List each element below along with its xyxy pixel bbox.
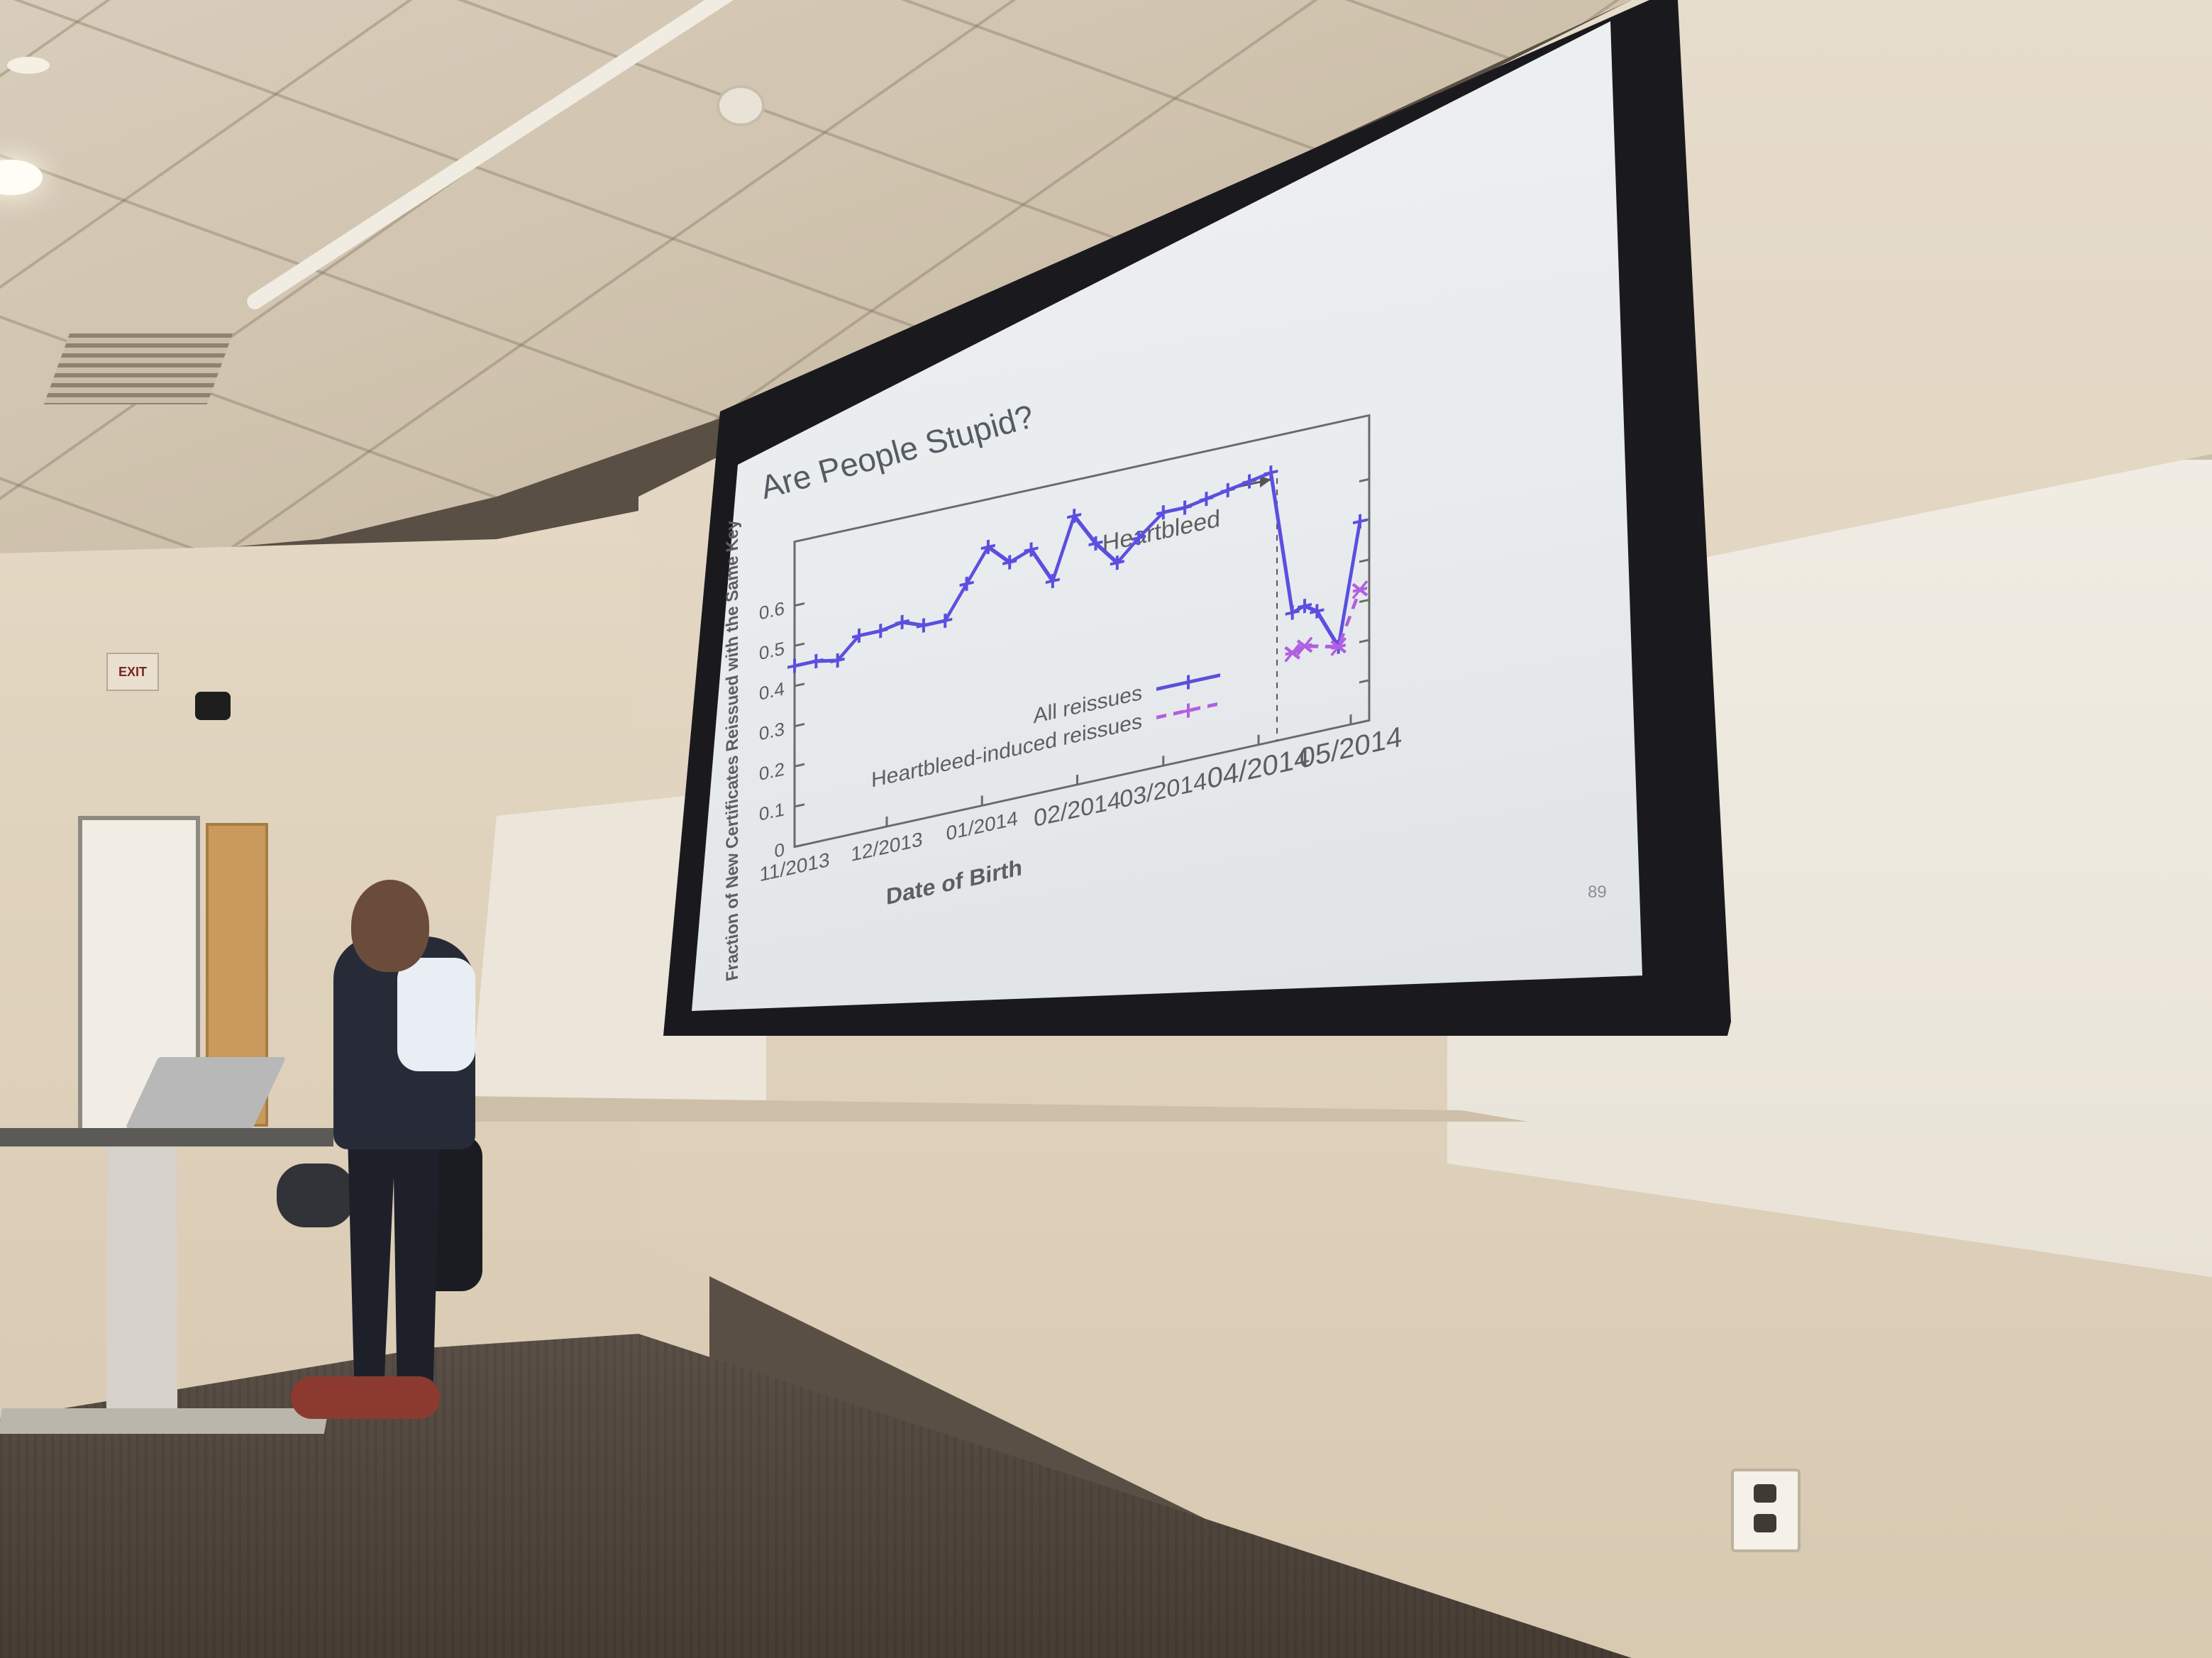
y-tick-label: 0 [775,839,785,862]
data-point [1110,555,1124,570]
y-tick-label: 0.5 [759,638,785,665]
x-tick-label: 01/2014 [946,807,1018,846]
y-tick [795,642,804,647]
lectern-leg [106,1146,177,1430]
y-tick [795,763,804,768]
series-line-heartbleed-induced [1291,589,1362,655]
data-point [1199,491,1214,507]
data-point [1045,573,1060,589]
ceiling-light [7,57,50,74]
legend-marker [1181,703,1195,718]
data-point [1088,536,1103,551]
x-tick-label: 04/2014 [1207,740,1310,795]
y-tick [795,723,804,728]
data-point [873,623,888,639]
data-point [1310,604,1325,619]
y-tick [795,602,804,607]
power-outlet [1731,1469,1801,1552]
x-tick-label: 02/2014 [1034,787,1121,833]
x-tick-label: 11/2013 [759,849,829,886]
presenter-head [351,880,429,972]
y-tick [795,844,804,849]
x-tick-label: 05/2014 [1300,720,1403,775]
data-point [1351,580,1368,599]
y-tick-label: 0.2 [759,758,785,785]
presenter-shoes [291,1376,440,1419]
data-point [851,628,866,643]
slide-page-number: 89 [1588,883,1607,902]
data-point [895,614,909,630]
lectern-base [0,1408,329,1434]
y-tick-label: 0.1 [759,798,785,825]
data-point [1132,530,1146,546]
y-tick-label: 0.3 [759,718,785,745]
y-axis-label: Fraction of New Certificates Reissued wi… [723,518,742,983]
y-tick [1359,719,1369,724]
y-tick [795,803,804,808]
data-point [1024,542,1039,557]
x-tick-label: 03/2014 [1119,768,1207,814]
data-point [1242,474,1257,490]
plot-frame [793,414,1371,849]
data-point [1156,504,1171,520]
data-point [980,539,995,555]
data-point [1296,636,1313,656]
data-point [1178,500,1193,516]
y-tick-label: 0.6 [759,597,785,624]
office-chair [277,1164,355,1227]
data-point [1353,514,1368,529]
lectern-desk [0,1128,333,1146]
y-tick [1359,639,1369,643]
data-point [1263,465,1278,480]
heartbleed-arrowhead [1260,476,1272,488]
ceiling-sprinkler [717,85,765,126]
x-axis-label: Date of Birth [886,854,1022,910]
data-point [1284,643,1301,663]
data-point [938,613,953,629]
data-point [1220,482,1235,498]
data-point [1330,637,1347,656]
series-line-all-reissues [795,470,1362,668]
y-tick [1359,477,1369,482]
y-tick-label: 0.4 [759,678,785,704]
data-point [959,576,974,592]
data-point [1298,598,1312,614]
data-point [809,653,824,669]
legend-swatch [1156,702,1220,719]
data-point [1285,605,1300,620]
exit-sign: EXIT [106,653,159,691]
legend-marker [1181,675,1195,690]
data-point [1067,508,1082,524]
data-point [1002,555,1017,570]
data-point [787,658,802,674]
y-tick [1359,598,1369,603]
camera-icon [195,692,231,720]
data-point [830,653,845,668]
x-tick-label: 12/2013 [851,828,922,866]
y-tick [1359,679,1369,684]
y-tick [795,682,804,687]
data-point [916,618,931,634]
presenter-shirt [397,958,475,1071]
y-tick [1359,558,1369,563]
